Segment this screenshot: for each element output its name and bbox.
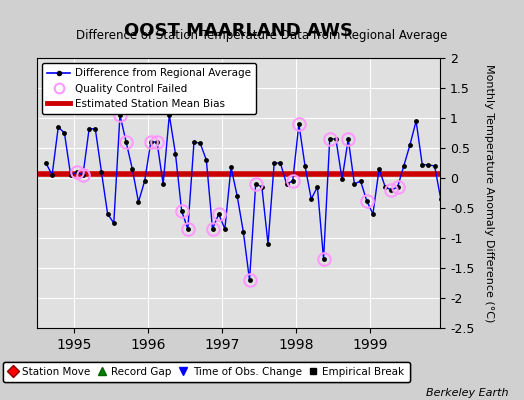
- Y-axis label: Monthly Temperature Anomaly Difference (°C): Monthly Temperature Anomaly Difference (…: [484, 64, 494, 322]
- Text: Berkeley Earth: Berkeley Earth: [426, 388, 508, 398]
- Legend: Station Move, Record Gap, Time of Obs. Change, Empirical Break: Station Move, Record Gap, Time of Obs. C…: [3, 362, 410, 382]
- Title: OOST MAARLAND AWS: OOST MAARLAND AWS: [124, 22, 353, 40]
- Text: Difference of Station Temperature Data from Regional Average: Difference of Station Temperature Data f…: [77, 29, 447, 42]
